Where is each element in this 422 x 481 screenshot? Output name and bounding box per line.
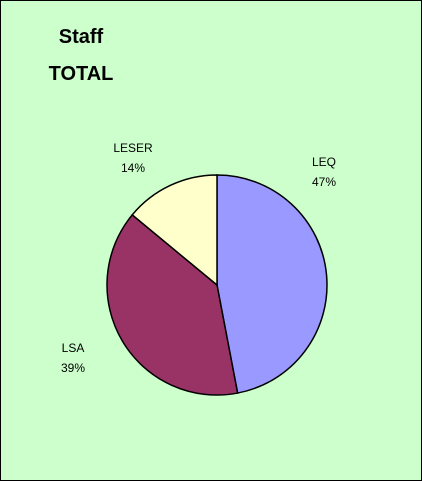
slice-value-label: 14% [121, 161, 145, 175]
pie-slice [216, 174, 328, 394]
chart-title: Staff TOTAL [48, 26, 114, 85]
slice-label: LEQ [312, 155, 336, 169]
slice-label: LSA [62, 341, 85, 355]
slice-value-label: 39% [61, 361, 85, 375]
pie-slice [131, 174, 218, 287]
slice-label: LESER [113, 141, 153, 155]
slice-value-label: 47% [312, 175, 336, 189]
pie-slice [106, 213, 239, 396]
